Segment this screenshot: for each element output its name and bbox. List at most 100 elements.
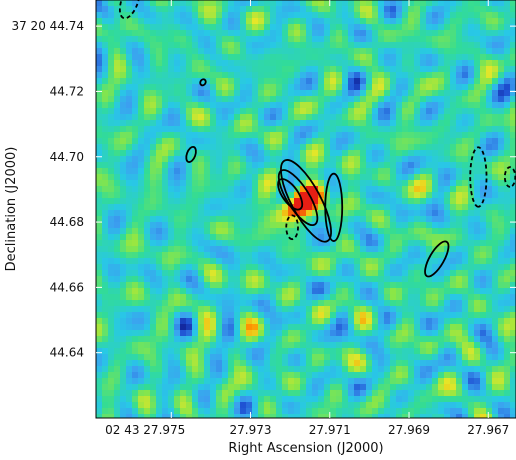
- heatmap-cell: [360, 36, 367, 43]
- heatmap-cell: [444, 210, 451, 217]
- heatmap-cell: [444, 114, 451, 121]
- heatmap-cell: [276, 276, 283, 283]
- heatmap-cell: [204, 84, 211, 91]
- heatmap-cell: [300, 156, 307, 163]
- heatmap-cell: [294, 318, 301, 325]
- heatmap-cell: [336, 108, 343, 115]
- heatmap-cell: [414, 120, 421, 127]
- heatmap-cell: [114, 384, 121, 391]
- heatmap-cell: [378, 378, 385, 385]
- heatmap-cell: [132, 282, 139, 289]
- heatmap-cell: [504, 306, 511, 313]
- heatmap-cell: [306, 324, 313, 331]
- heatmap-cell: [234, 12, 241, 19]
- heatmap-cell: [426, 258, 433, 265]
- heatmap-cell: [366, 192, 373, 199]
- heatmap-cell: [324, 78, 331, 85]
- heatmap-cell: [444, 12, 451, 19]
- heatmap-cell: [126, 6, 133, 13]
- heatmap-cell: [408, 270, 415, 277]
- heatmap-cell: [456, 312, 463, 319]
- heatmap-cell: [480, 324, 487, 331]
- heatmap-cell: [138, 162, 145, 169]
- heatmap-cell: [186, 186, 193, 193]
- heatmap-cell: [510, 162, 516, 169]
- heatmap-cell: [444, 276, 451, 283]
- heatmap-cell: [336, 198, 343, 205]
- heatmap-cell: [474, 210, 481, 217]
- heatmap-cell: [324, 402, 331, 409]
- heatmap-cell: [318, 168, 325, 175]
- heatmap-cell: [270, 300, 277, 307]
- heatmap-cell: [468, 330, 475, 337]
- heatmap-cell: [120, 360, 127, 367]
- heatmap-cell: [396, 138, 403, 145]
- heatmap-cell: [456, 6, 463, 13]
- heatmap-cell: [228, 408, 235, 415]
- heatmap-cell: [306, 414, 313, 418]
- heatmap-cell: [96, 12, 103, 19]
- heatmap-cell: [282, 360, 289, 367]
- heatmap-cell: [144, 90, 151, 97]
- heatmap-cell: [120, 60, 127, 67]
- heatmap-cell: [462, 300, 469, 307]
- heatmap-cell: [102, 294, 109, 301]
- heatmap-cell: [354, 348, 361, 355]
- heatmap-cell: [462, 402, 469, 409]
- heatmap-cell: [390, 192, 397, 199]
- heatmap-cell: [228, 102, 235, 109]
- heatmap-cell: [432, 264, 439, 271]
- heatmap-cell: [450, 348, 457, 355]
- heatmap-cell: [510, 138, 516, 145]
- heatmap-cell: [174, 6, 181, 13]
- heatmap-cell: [426, 270, 433, 277]
- heatmap-cell: [462, 204, 469, 211]
- heatmap-cell: [234, 150, 241, 157]
- heatmap-cell: [438, 222, 445, 229]
- heatmap-cell: [246, 288, 253, 295]
- heatmap-cell: [504, 66, 511, 73]
- heatmap-cell: [342, 36, 349, 43]
- heatmap-cell: [282, 12, 289, 19]
- heatmap-cell: [234, 372, 241, 379]
- heatmap-cell: [132, 252, 139, 259]
- heatmap-cell: [372, 108, 379, 115]
- heatmap-cell: [222, 252, 229, 259]
- heatmap-cell: [444, 372, 451, 379]
- heatmap-cell: [384, 132, 391, 139]
- heatmap-cell: [426, 324, 433, 331]
- heatmap-cell: [420, 132, 427, 139]
- heatmap-cell: [414, 228, 421, 235]
- heatmap-cell: [450, 108, 457, 115]
- heatmap-cell: [174, 354, 181, 361]
- heatmap-cell: [498, 276, 505, 283]
- heatmap-cell: [354, 234, 361, 241]
- heatmap-cell: [264, 348, 271, 355]
- heatmap-cell: [96, 270, 103, 277]
- heatmap-cell: [252, 402, 259, 409]
- heatmap-cell: [300, 126, 307, 133]
- heatmap-cell: [138, 102, 145, 109]
- heatmap-cell: [414, 348, 421, 355]
- heatmap-cell: [372, 216, 379, 223]
- heatmap-cell: [492, 408, 499, 415]
- heatmap-cell: [324, 312, 331, 319]
- heatmap-cell: [228, 78, 235, 85]
- heatmap-cell: [252, 282, 259, 289]
- heatmap-cell: [312, 36, 319, 43]
- heatmap-cell: [318, 60, 325, 67]
- heatmap-cell: [336, 30, 343, 37]
- heatmap-cell: [240, 174, 247, 181]
- heatmap-cell: [222, 186, 229, 193]
- heatmap-cell: [378, 348, 385, 355]
- heatmap-cell: [240, 300, 247, 307]
- heatmap-cell: [396, 78, 403, 85]
- heatmap-cell: [450, 60, 457, 67]
- heatmap-cell: [354, 414, 361, 418]
- heatmap-cell: [444, 60, 451, 67]
- heatmap-cell: [180, 42, 187, 49]
- heatmap-cell: [264, 120, 271, 127]
- heatmap-cell: [174, 324, 181, 331]
- heatmap-cell: [342, 18, 349, 25]
- heatmap-cell: [408, 162, 415, 169]
